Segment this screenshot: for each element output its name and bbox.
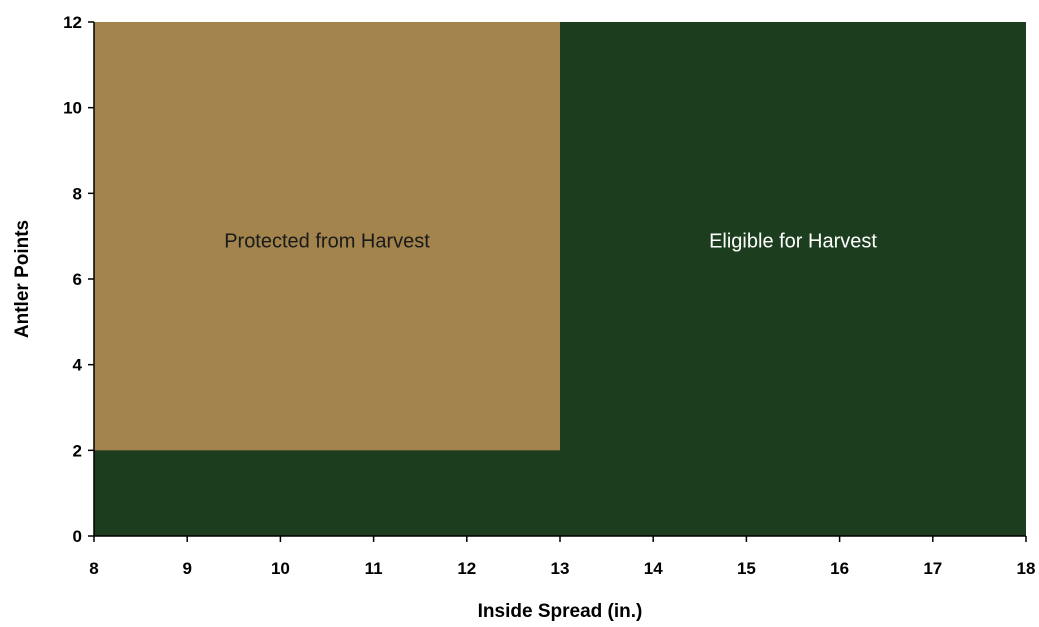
region-label-eligible-for-harvest: Eligible for Harvest [709,230,877,252]
x-tick-label: 11 [365,559,383,578]
x-tick-label: 12 [457,559,476,578]
x-tick-label: 17 [923,559,942,578]
x-tick-label: 8 [89,559,98,578]
x-tick-label: 16 [830,559,849,578]
x-tick-label: 14 [644,559,663,578]
regions-layer [94,22,1026,536]
y-tick-label: 10 [63,99,82,118]
x-tick-label: 13 [551,559,570,578]
x-axis-ticks: 8 9 10 11 12 13 14 15 16 17 18 [89,536,1035,578]
y-tick-label: 2 [73,441,82,460]
y-tick-label: 6 [73,270,82,289]
y-axis-ticks: 0 2 4 6 8 10 12 [63,13,94,546]
x-axis-title: Inside Spread (in.) [478,601,643,622]
region-labels: Protected from Harvest Eligible for Harve… [224,230,877,252]
y-tick-label: 8 [73,184,82,203]
region-protected-from-harvest [94,22,560,451]
x-tick-label: 15 [737,559,756,578]
region-label-protected-from-harvest: Protected from Harvest [224,230,430,252]
y-axis-title: Antler Points [12,220,33,338]
x-tick-label: 18 [1017,559,1036,578]
y-tick-label: 4 [73,356,83,375]
y-tick-label: 12 [63,13,82,32]
x-tick-label: 9 [182,559,191,578]
y-tick-label: 0 [73,527,82,546]
x-tick-label: 10 [271,559,290,578]
